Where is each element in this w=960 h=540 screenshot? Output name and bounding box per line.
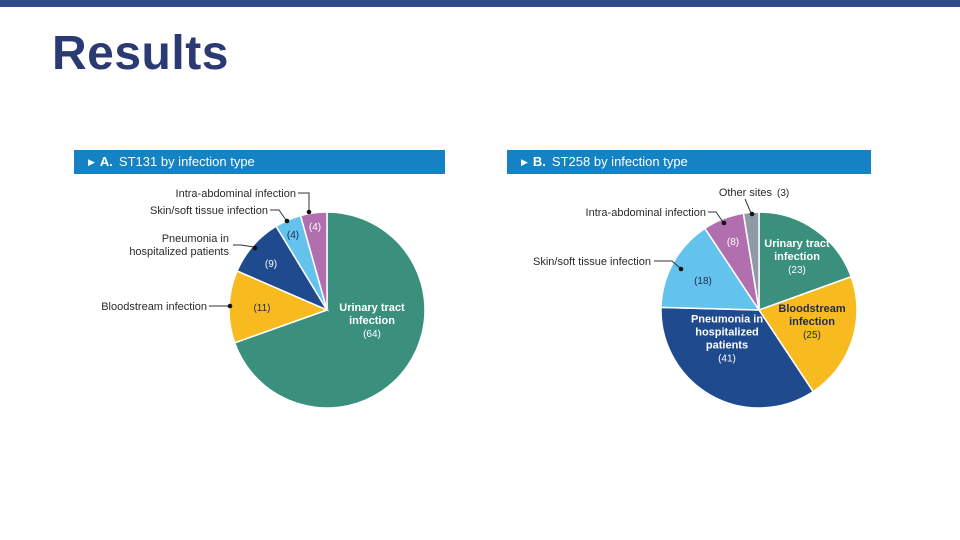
- slice-label-line: infection: [774, 251, 820, 263]
- panel-b-letter: B.: [532, 154, 546, 169]
- callout-leader-line: [270, 209, 287, 221]
- callout-label-line: Skin/soft tissue infection: [533, 256, 651, 268]
- callout-dot: [678, 266, 684, 272]
- slice-label-pneumonia-in-hospitalized-patients: (9): [265, 259, 277, 270]
- slice-value: (11): [253, 303, 270, 314]
- callout-skin-soft-tissue-infection: Skin/soft tissue infection: [150, 205, 290, 224]
- panel-a-header: ▶ A. ST131 by infection type: [74, 150, 445, 174]
- panel-b-header: ▶ B. ST258 by infection type: [507, 150, 871, 174]
- callout-dot: [227, 303, 233, 309]
- slice-value: (9): [265, 259, 277, 270]
- panel-a-triangle-icon: ▶: [88, 157, 95, 167]
- callout-bloodstream-infection: Bloodstream infection: [101, 301, 233, 313]
- page-title: Results: [52, 27, 229, 80]
- slice-value: (25): [803, 330, 821, 341]
- slice-label-line: Bloodstream: [778, 303, 845, 315]
- slice-label-skin-soft-tissue-infection: (4): [287, 230, 299, 241]
- slice-value: (18): [694, 276, 712, 287]
- callout-dot: [749, 211, 755, 217]
- callout-intra-abdominal-infection: Intra-abdominal infection: [176, 188, 312, 215]
- slice-label-urinary-tract-infection: Urinary tract infection (64): [339, 302, 405, 340]
- callout-label: Skin/soft tissue infection: [533, 256, 651, 268]
- callout-label: Intra-abdominal infection: [176, 188, 296, 200]
- slice-label-intra-abdominal-infection: (4): [309, 222, 321, 233]
- pie-slice-pneumonia-in-hospitalized-patients: [660, 306, 815, 409]
- pie-slice-intra-abdominal-infection: [299, 211, 328, 311]
- callout-label: Skin/soft tissue infection: [150, 205, 268, 217]
- slice-value: (23): [788, 265, 806, 276]
- top-accent-bar: [0, 0, 960, 7]
- callout-leader-line: [708, 211, 724, 223]
- callout-dot: [306, 209, 312, 215]
- callout-label-line: Pneumonia in: [162, 233, 229, 245]
- slice-value: (8): [727, 237, 739, 248]
- pie-slice-urinary-tract-infection: [758, 211, 853, 312]
- callout-skin-soft-tissue-infection: Skin/soft tissue infection: [533, 256, 684, 272]
- slice-label-bloodstream-infection: (11): [253, 303, 270, 314]
- slice-label-line: Pneumonia in: [691, 314, 763, 326]
- pie-b: Urinary tract infection (23)Bloodstream inf…: [533, 187, 858, 409]
- slice-value: (41): [718, 354, 736, 365]
- slice-value: (4): [287, 230, 299, 241]
- slice-label-line: Urinary tract: [339, 302, 405, 314]
- slice-label-intra-abdominal-infection: (8): [727, 237, 739, 248]
- pie-a: Urinary tract infection (64) (11) (9) (4) (4) I…: [101, 188, 426, 409]
- callout-dot: [284, 218, 290, 224]
- slice-label-line: hospitalized: [695, 327, 759, 339]
- callout-leader-line: [298, 192, 310, 212]
- callout-other-sites: Other sites (3): [719, 187, 789, 217]
- callout-pneumonia-in-hospitalized-patients: Pneumonia in hospitalized patients: [129, 233, 258, 258]
- pie-slice-bloodstream-infection: [757, 275, 858, 393]
- callout-label-line: Skin/soft tissue infection: [150, 205, 268, 217]
- callout-leader-line: [654, 260, 681, 269]
- slice-label-urinary-tract-infection: Urinary tract infection (23): [764, 238, 830, 276]
- slice-label-pneumonia-in-hospitalized-patients: Pneumonia in hospitalized patients (41): [691, 314, 763, 365]
- callout-label-line: Other sites: [719, 187, 773, 199]
- callout-label-line: hospitalized patients: [129, 246, 229, 258]
- callout-value: (3): [777, 188, 789, 199]
- callout-label: Other sites: [719, 187, 773, 199]
- callout-leader-line: [233, 244, 255, 248]
- panel-a-letter: A.: [99, 154, 113, 169]
- callout-label: Pneumonia in hospitalized patients: [129, 233, 229, 258]
- callout-label: Bloodstream infection: [101, 301, 207, 313]
- pie-slice-urinary-tract-infection: [233, 211, 426, 409]
- callout-dot: [721, 220, 727, 226]
- callout-label-line: Intra-abdominal infection: [586, 207, 706, 219]
- slice-value: (4): [309, 222, 321, 233]
- slice-label-line: patients: [706, 340, 748, 352]
- callout-label-line: Intra-abdominal infection: [176, 188, 296, 200]
- slice-label-bloodstream-infection: Bloodstream infection (25): [778, 303, 845, 341]
- slice-label-line: Urinary tract: [764, 238, 830, 250]
- callout-label-line: Bloodstream infection: [101, 301, 207, 313]
- panel-a-title: ST131 by infection type: [118, 154, 255, 169]
- slice-label-line: infection: [789, 316, 835, 328]
- callout-leader-line: [744, 198, 752, 214]
- panel-b-triangle-icon: ▶: [521, 157, 528, 167]
- callout-label: Intra-abdominal infection: [586, 207, 706, 219]
- slice-label-skin-soft-tissue-infection: (18): [694, 276, 712, 287]
- callout-dot: [252, 245, 258, 251]
- slice-label-line: infection: [349, 315, 395, 327]
- slice-value: (64): [363, 329, 381, 340]
- callout-intra-abdominal-infection: Intra-abdominal infection: [586, 207, 727, 226]
- panel-b-title: ST258 by infection type: [551, 154, 688, 169]
